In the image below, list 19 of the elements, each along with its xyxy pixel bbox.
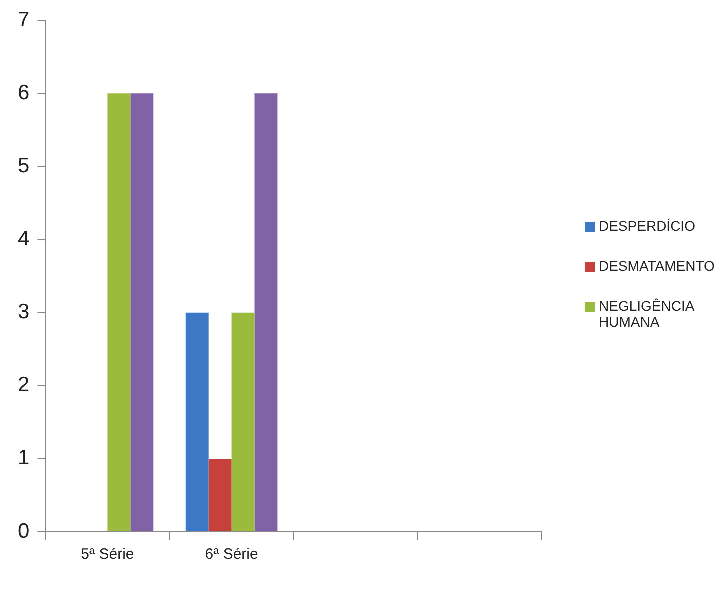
y-tick-label: 5 [18, 154, 30, 178]
legend-label: DESMATAMENTO [599, 258, 715, 274]
y-tick-label: 0 [18, 520, 30, 543]
bar [208, 458, 232, 532]
y-tick-label: 1 [18, 446, 30, 470]
y-tick-label: 6 [18, 81, 30, 104]
y-tick-label: 2 [18, 374, 30, 397]
bar [232, 312, 255, 532]
x-tick-label: 5ª Série [81, 546, 134, 564]
x-tick-label: 6ª Série [205, 546, 258, 564]
y-tick-label: 3 [18, 300, 30, 324]
bar [254, 94, 278, 532]
bar [130, 94, 154, 532]
bar [186, 312, 209, 532]
legend-label: NEGLIGÊNCIA HUMANA [599, 298, 696, 330]
bar [108, 94, 131, 532]
y-tick-label: 7 [18, 8, 30, 32]
legend-label: DESPERDÍCIO [599, 218, 696, 234]
y-tick-label: 4 [18, 228, 30, 251]
